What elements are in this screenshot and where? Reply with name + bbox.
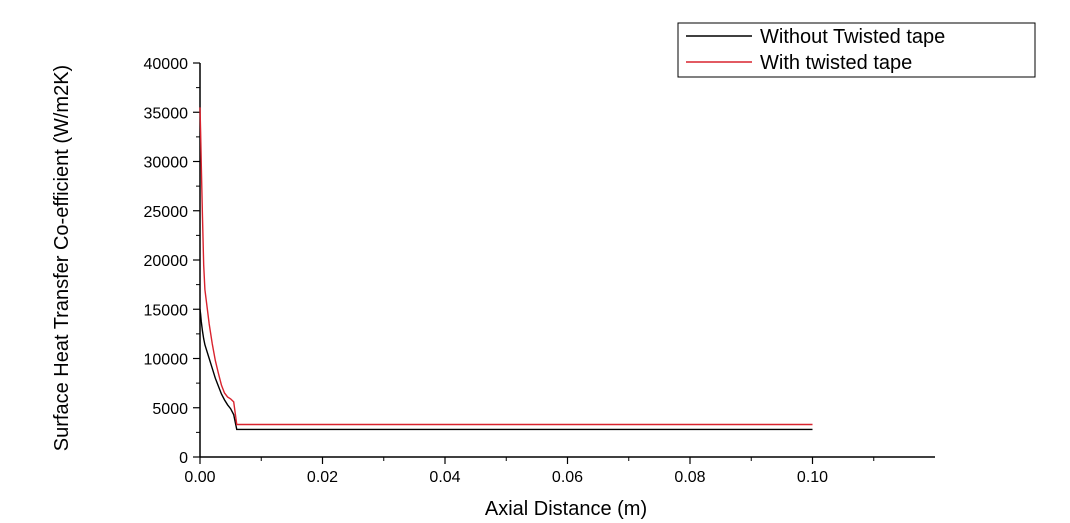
axes bbox=[199, 63, 935, 458]
y-tick-label: 10000 bbox=[144, 352, 189, 369]
y-tick-label: 30000 bbox=[144, 155, 189, 172]
y-tick-label: 40000 bbox=[144, 56, 189, 73]
series-lines bbox=[199, 107, 813, 431]
y-tick-label: 5000 bbox=[152, 401, 188, 418]
legend-label-without-twisted-tape: Without Twisted tape bbox=[760, 26, 945, 48]
x-tick-label: 0.10 bbox=[797, 469, 828, 486]
x-axis-label: Axial Distance (m) bbox=[485, 498, 647, 520]
x-tick-label: 0.08 bbox=[674, 469, 705, 486]
x-tick-label: 0.00 bbox=[184, 469, 215, 486]
series-line-without-twisted-tape bbox=[199, 309, 813, 431]
x-tick-label: 0.06 bbox=[552, 469, 583, 486]
y-axis-ticks: 0 5000 10000 15000 20000 25000 30000 35000 40000 bbox=[144, 56, 200, 467]
series-line-with-twisted-tape bbox=[199, 107, 813, 426]
y-axis-label: Surface Heat Transfer Co-efficient (W/m2… bbox=[51, 65, 73, 451]
y-tick-label: 15000 bbox=[144, 302, 189, 319]
x-tick-label: 0.04 bbox=[429, 469, 460, 486]
y-tick-label: 25000 bbox=[144, 204, 189, 221]
y-tick-label: 35000 bbox=[144, 105, 189, 122]
x-axis-ticks: 0.00 0.02 0.04 0.06 0.08 0.10 bbox=[184, 457, 875, 486]
legend-label-with-twisted-tape: With twisted tape bbox=[760, 52, 912, 74]
y-tick-label: 20000 bbox=[144, 253, 189, 270]
legend-box bbox=[677, 22, 1036, 78]
y-tick-label: 0 bbox=[179, 450, 188, 467]
legend: Without Twisted tape With twisted tape bbox=[677, 22, 1036, 78]
x-tick-label: 0.02 bbox=[307, 469, 338, 486]
